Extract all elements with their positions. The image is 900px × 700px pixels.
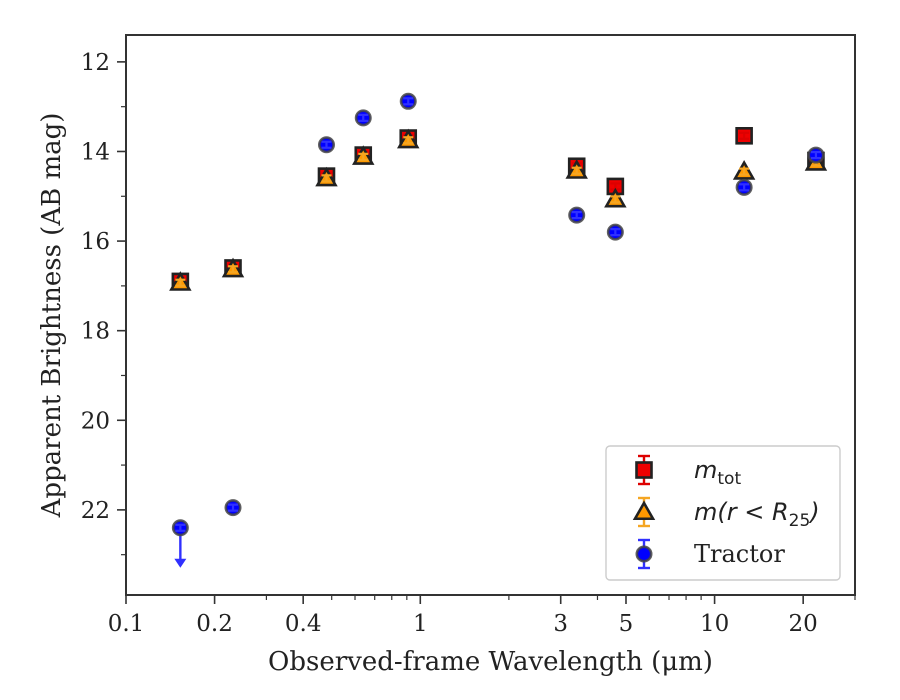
y-tick-label: 12: [81, 50, 110, 76]
legend-label: Tractor: [694, 540, 785, 568]
y-tick-label: 20: [81, 408, 110, 434]
x-tick-label: 5: [619, 611, 634, 637]
y-tick-label: 18: [81, 319, 110, 345]
y-tick-label: 16: [81, 229, 110, 255]
legend-marker: [635, 461, 653, 479]
series-triangle: [169, 128, 828, 291]
legend-entry: mtot: [635, 454, 741, 489]
legend-marker: [632, 500, 656, 521]
legend-label: mtot: [694, 456, 741, 489]
legend-entry: Tractor: [635, 538, 785, 570]
x-tick-label: 20: [789, 611, 818, 637]
x-tick-label: 1: [413, 611, 428, 637]
axis-ticks: 0.1 0.2 0.4 1 3 5 10 20 12 14 16 18 20 22: [81, 50, 856, 637]
x-tick-label: 0.1: [108, 611, 145, 637]
data-series: [169, 92, 828, 568]
upper-limit-arrowhead: [174, 558, 187, 568]
x-axis-label: Observed-frame Wavelength (μm): [268, 647, 713, 677]
x-tick-label: 0.2: [196, 611, 233, 637]
legend: mtot m(r < R25) Tractor: [605, 445, 841, 581]
series-square: [171, 127, 825, 291]
x-tick-label: 3: [553, 611, 568, 637]
legend-label: m(r < R25): [694, 498, 820, 531]
legend-box: [605, 445, 841, 581]
x-tick-label: 0.4: [285, 611, 322, 637]
legend-entry: m(r < R25): [632, 496, 820, 531]
series-circle: [171, 92, 825, 568]
legend-marker: [635, 545, 653, 563]
y-axis-label: Apparent Brightness (AB mag): [37, 113, 67, 519]
x-tick-label: 10: [700, 611, 729, 637]
y-tick-label: 14: [81, 139, 110, 165]
y-tick-label: 22: [81, 498, 110, 524]
plot-frame: [125, 34, 856, 596]
